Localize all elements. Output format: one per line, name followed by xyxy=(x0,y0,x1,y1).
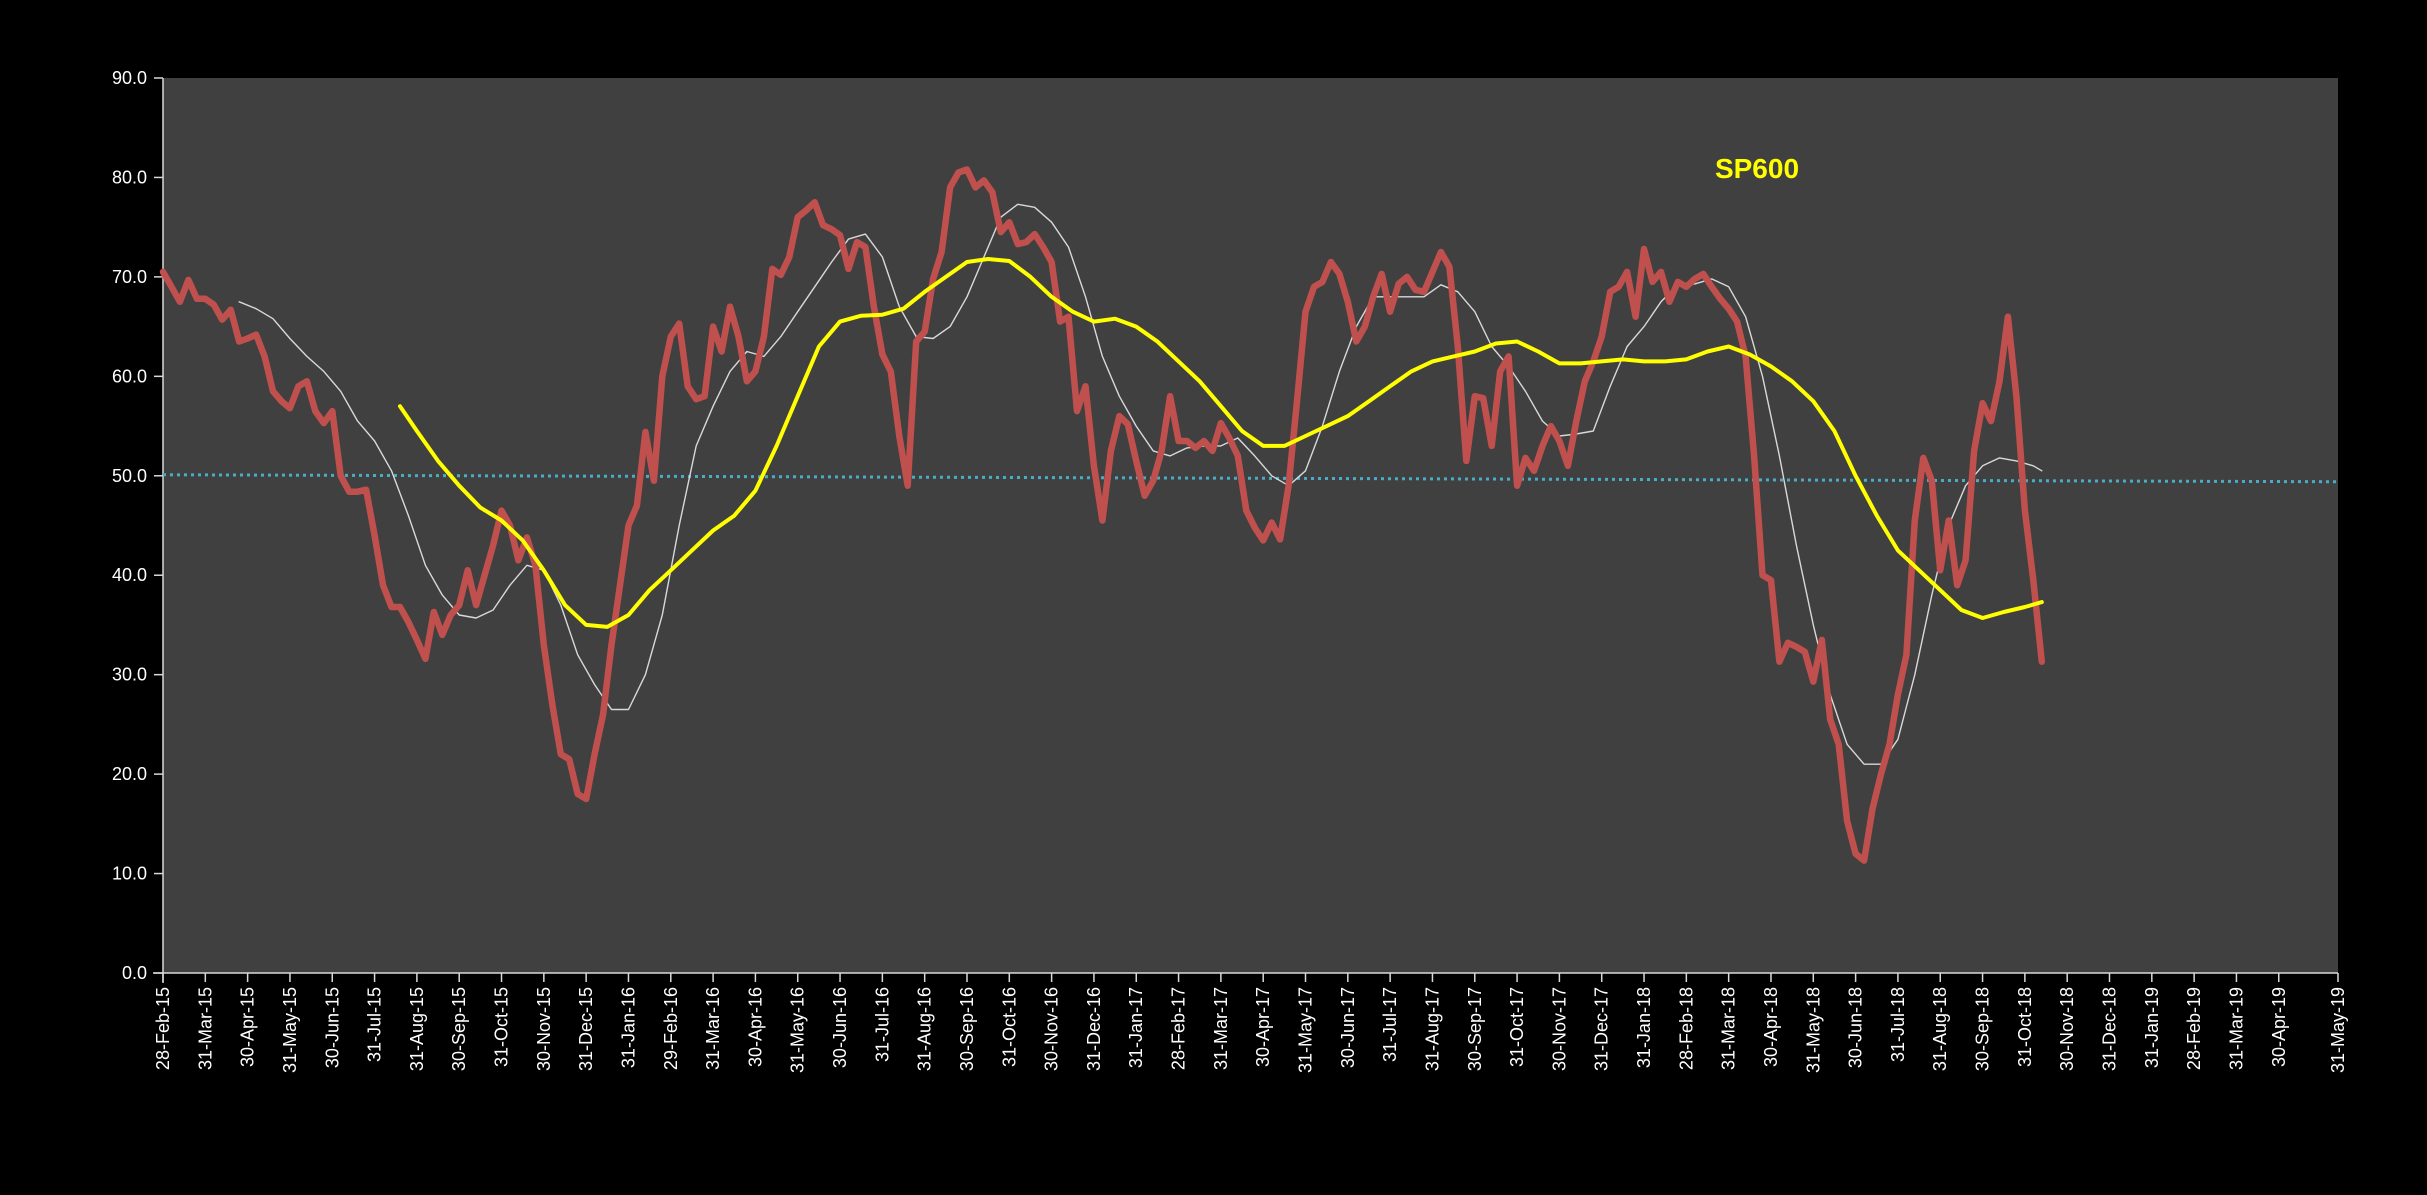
x-tick-label: 31-Jul-16 xyxy=(872,987,892,1062)
x-tick-label: 30-Sep-17 xyxy=(1465,987,1485,1071)
x-tick-label: 30-Apr-15 xyxy=(238,987,258,1067)
x-tick-label: 30-Nov-16 xyxy=(1042,987,1062,1071)
x-tick-label: 31-Mar-16 xyxy=(703,987,723,1070)
x-tick-label: 31-Jul-15 xyxy=(365,987,385,1062)
x-tick-label: 31-Dec-16 xyxy=(1084,987,1104,1071)
x-tick-label: 31-Oct-18 xyxy=(2015,987,2035,1067)
x-tick-label: 30-Apr-18 xyxy=(1761,987,1781,1067)
x-tick-label: 30-Nov-18 xyxy=(2057,987,2077,1071)
x-tick-label: 31-Mar-15 xyxy=(195,987,215,1070)
x-tick-label: 31-Aug-18 xyxy=(1930,987,1950,1071)
y-tick-label: 40.0 xyxy=(112,565,147,585)
x-tick-label: 31-Jul-18 xyxy=(1888,987,1908,1062)
y-tick-label: 0.0 xyxy=(122,963,147,983)
x-tick-label: 30-Nov-17 xyxy=(1549,987,1569,1071)
x-tick-label: 28-Feb-17 xyxy=(1169,987,1189,1070)
x-tick-label: 30-Jun-18 xyxy=(1846,987,1866,1068)
x-axis-ticks: 28-Feb-15 31-Mar-15 30-Apr-15 31-May-15 30-J… xyxy=(153,973,2348,1073)
series-line-slow-avg xyxy=(398,257,2044,629)
x-tick-label: 31-Jan-19 xyxy=(2142,987,2162,1068)
x-tick-label: 28-Feb-18 xyxy=(1676,987,1696,1070)
y-tick-label: 10.0 xyxy=(112,864,147,884)
x-tick-label: 31-Dec-17 xyxy=(1592,987,1612,1071)
reference-line-50 xyxy=(162,473,2339,484)
x-tick-label: 31-Aug-15 xyxy=(407,987,427,1071)
chart-title: SP600 xyxy=(1715,153,1799,184)
x-tick-label: 31-Oct-15 xyxy=(492,987,512,1067)
y-tick-label: 70.0 xyxy=(112,267,147,287)
y-axis-ticks: 0.0 10.0 20.0 30.0 40.0 50.0 60.0 70.0 80.0 90.0 xyxy=(112,68,163,983)
x-tick-label: 31-Aug-17 xyxy=(1422,987,1442,1071)
x-tick-label: 28-Feb-19 xyxy=(2184,987,2204,1070)
y-tick-label: 60.0 xyxy=(112,366,147,386)
x-tick-label: 31-Jan-17 xyxy=(1126,987,1146,1068)
y-tick-label: 80.0 xyxy=(112,167,147,187)
x-tick-label: 31-Dec-15 xyxy=(576,987,596,1071)
x-tick-label: 30-Sep-15 xyxy=(449,987,469,1071)
y-tick-label: 90.0 xyxy=(112,68,147,88)
x-tick-label: 31-Oct-16 xyxy=(999,987,1019,1067)
x-tick-label: 31-May-15 xyxy=(280,987,300,1073)
x-tick-label: 31-Aug-16 xyxy=(915,987,935,1071)
series-layer xyxy=(159,166,2046,864)
x-tick-label: 31-May-19 xyxy=(2328,987,2348,1073)
x-tick-label: 31-Jan-16 xyxy=(618,987,638,1068)
x-tick-label: 30-Jun-16 xyxy=(830,987,850,1068)
x-tick-label: 30-Apr-16 xyxy=(745,987,765,1067)
x-tick-label: 31-Mar-18 xyxy=(1719,987,1739,1070)
x-tick-label: 30-Sep-18 xyxy=(1973,987,1993,1071)
x-tick-label: 31-Oct-17 xyxy=(1507,987,1527,1067)
x-tick-label: 31-Mar-17 xyxy=(1211,987,1231,1070)
x-tick-label: 30-Jun-15 xyxy=(322,987,342,1068)
x-tick-label: 30-Nov-15 xyxy=(534,987,554,1071)
x-tick-label: 30-Apr-19 xyxy=(2269,987,2289,1067)
series-line-main xyxy=(159,166,2046,864)
x-tick-label: 31-Mar-19 xyxy=(2226,987,2246,1070)
y-tick-label: 20.0 xyxy=(112,764,147,784)
x-tick-label: 30-Sep-16 xyxy=(957,987,977,1071)
x-tick-label: 31-Jan-18 xyxy=(1634,987,1654,1068)
x-tick-label: 31-Dec-18 xyxy=(2099,987,2119,1071)
x-tick-label: 31-May-17 xyxy=(1296,987,1316,1073)
x-tick-label: 31-May-16 xyxy=(788,987,808,1073)
y-tick-label: 50.0 xyxy=(112,466,147,486)
x-tick-label: 31-May-18 xyxy=(1803,987,1823,1073)
x-tick-label: 29-Feb-16 xyxy=(661,987,681,1070)
x-tick-label: 28-Feb-15 xyxy=(153,987,173,1070)
y-tick-label: 30.0 xyxy=(112,665,147,685)
x-tick-label: 30-Jun-17 xyxy=(1338,987,1358,1068)
x-tick-label: 30-Apr-17 xyxy=(1253,987,1273,1067)
x-tick-label: 31-Jul-17 xyxy=(1380,987,1400,1062)
